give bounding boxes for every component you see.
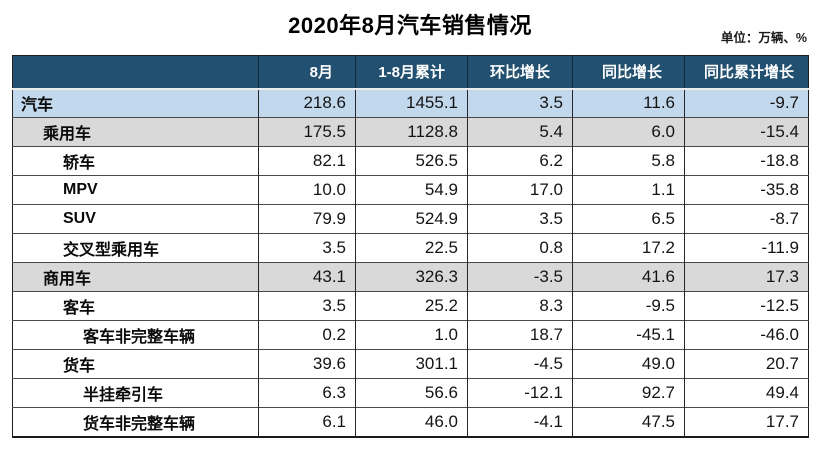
value-cell: 0.8 [467, 233, 573, 263]
value-cell: 47.5 [572, 407, 685, 437]
value-cell: 218.6 [258, 88, 356, 118]
value-cell: 6.2 [467, 146, 573, 176]
header-cell-jan-aug-cumulative: 1-8月累计 [355, 55, 468, 90]
value-cell: 56.6 [355, 378, 468, 408]
row-bus-incomplete: 客车非完整车辆 0.2 1.0 18.7 -45.1 -46.0 [12, 320, 809, 350]
row-sedan: 轿车 82.1 526.5 6.2 5.8 -18.8 [12, 146, 809, 176]
value-cell: -8.7 [684, 204, 809, 234]
value-cell: 175.5 [258, 117, 356, 147]
value-cell: 6.1 [258, 407, 356, 437]
value-cell: 54.9 [355, 175, 468, 205]
value-cell: 39.6 [258, 349, 356, 379]
value-cell: 1.0 [355, 320, 468, 350]
header-cell-mom-growth: 环比增长 [467, 55, 573, 90]
value-cell: -18.8 [684, 146, 809, 176]
header-cell-august: 8月 [258, 55, 356, 90]
row-suv: SUV 79.9 524.9 3.5 6.5 -8.7 [12, 204, 809, 234]
value-cell: 17.7 [684, 407, 809, 437]
value-cell: 17.3 [684, 262, 809, 292]
value-cell: 92.7 [572, 378, 685, 408]
value-cell: 79.9 [258, 204, 356, 234]
value-cell: 301.1 [355, 349, 468, 379]
value-cell: 46.0 [355, 407, 468, 437]
row-label: SUV [12, 204, 259, 234]
value-cell: -3.5 [467, 262, 573, 292]
value-cell: 17.0 [467, 175, 573, 205]
value-cell: 20.7 [684, 349, 809, 379]
value-cell: 43.1 [258, 262, 356, 292]
value-cell: -12.5 [684, 291, 809, 321]
value-cell: 49.0 [572, 349, 685, 379]
row-label: 商用车 [12, 262, 259, 292]
value-cell: -11.9 [684, 233, 809, 263]
row-label: MPV [12, 175, 259, 205]
row-label: 轿车 [12, 146, 259, 176]
row-crossover: 交叉型乘用车 3.5 22.5 0.8 17.2 -11.9 [12, 233, 809, 263]
value-cell: 3.5 [467, 204, 573, 234]
value-cell: 49.4 [684, 378, 809, 408]
value-cell: 25.2 [355, 291, 468, 321]
row-total-auto: 汽车 218.6 1455.1 3.5 11.6 -9.7 [12, 88, 809, 118]
value-cell: 17.2 [572, 233, 685, 263]
value-cell: 41.6 [572, 262, 685, 292]
row-label: 半挂牵引车 [12, 378, 259, 408]
row-mpv: MPV 10.0 54.9 17.0 1.1 -35.8 [12, 175, 809, 205]
value-cell: 82.1 [258, 146, 356, 176]
value-cell: -45.1 [572, 320, 685, 350]
value-cell: 0.2 [258, 320, 356, 350]
value-cell: 326.3 [355, 262, 468, 292]
row-label: 货车 [12, 349, 259, 379]
value-cell: 526.5 [355, 146, 468, 176]
value-cell: 6.0 [572, 117, 685, 147]
header-cell-yoy-growth: 同比增长 [572, 55, 685, 90]
row-label: 汽车 [12, 88, 259, 118]
value-cell: 3.5 [258, 233, 356, 263]
row-label: 客车非完整车辆 [12, 320, 259, 350]
value-cell: -4.1 [467, 407, 573, 437]
value-cell: 11.6 [572, 88, 685, 118]
value-cell: 22.5 [355, 233, 468, 263]
value-cell: 5.8 [572, 146, 685, 176]
value-cell: -4.5 [467, 349, 573, 379]
row-commercial: 商用车 43.1 326.3 -3.5 41.6 17.3 [12, 262, 809, 292]
value-cell: -35.8 [684, 175, 809, 205]
value-cell: 18.7 [467, 320, 573, 350]
header-row: 8月 1-8月累计 环比增长 同比增长 同比累计增长 [12, 55, 809, 90]
value-cell: 6.5 [572, 204, 685, 234]
row-truck-incomplete: 货车非完整车辆 6.1 46.0 -4.1 47.5 17.7 [12, 407, 809, 437]
header-cell-cum-yoy: 同比累计增长 [684, 55, 809, 90]
value-cell: -9.5 [572, 291, 685, 321]
value-cell: 8.3 [467, 291, 573, 321]
row-bus: 客车 3.5 25.2 8.3 -9.5 -12.5 [12, 291, 809, 321]
value-cell: 5.4 [467, 117, 573, 147]
row-label: 货车非完整车辆 [12, 407, 259, 437]
value-cell: 1128.8 [355, 117, 468, 147]
value-cell: 1.1 [572, 175, 685, 205]
unit-label: 单位：万辆、% [720, 31, 807, 45]
row-passenger: 乘用车 175.5 1128.8 5.4 6.0 -15.4 [12, 117, 809, 147]
row-label: 交叉型乘用车 [12, 233, 259, 263]
value-cell: 1455.1 [355, 88, 468, 118]
sales-table: 8月 1-8月累计 环比增长 同比增长 同比累计增长 汽车 218.6 1455… [12, 55, 809, 438]
page-title: 2020年8月汽车销售情况 [288, 13, 532, 38]
header-cell-category [12, 55, 259, 90]
value-cell: 3.5 [467, 88, 573, 118]
value-cell: 524.9 [355, 204, 468, 234]
value-cell: -46.0 [684, 320, 809, 350]
row-truck: 货车 39.6 301.1 -4.5 49.0 20.7 [12, 349, 809, 379]
row-label: 乘用车 [12, 117, 259, 147]
value-cell: -12.1 [467, 378, 573, 408]
value-cell: 3.5 [258, 291, 356, 321]
value-cell: -15.4 [684, 117, 809, 147]
row-semi-trailer: 半挂牵引车 6.3 56.6 -12.1 92.7 49.4 [12, 378, 809, 408]
value-cell: -9.7 [684, 88, 809, 118]
value-cell: 10.0 [258, 175, 356, 205]
row-label: 客车 [12, 291, 259, 321]
value-cell: 6.3 [258, 378, 356, 408]
